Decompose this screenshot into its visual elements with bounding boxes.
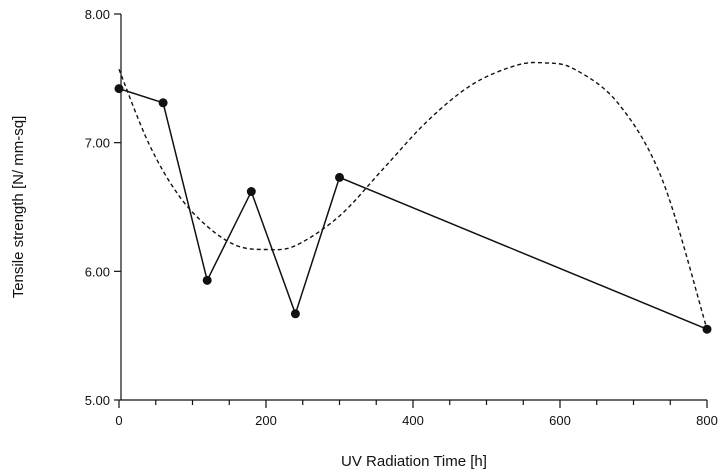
y-tick-label-0: 5.00 — [85, 393, 110, 408]
x-axis-title: UV Radiation Time [h] — [341, 453, 487, 470]
y-axis-title: Tensile strength [N/ mm-sq] — [10, 116, 27, 299]
y-tick-label-1: 6.00 — [85, 264, 110, 279]
data-point-3 — [246, 187, 256, 197]
data-line — [118, 87, 708, 330]
data-point-1 — [158, 98, 168, 108]
ticks: 0 200 400 600 800 5.00 6.00 7.00 8.00 — [85, 7, 718, 428]
data-point-4 — [290, 309, 300, 319]
axes — [120, 14, 707, 401]
data-point-6 — [702, 324, 712, 334]
fit-curve — [118, 61, 708, 330]
x-tick-label-2: 400 — [402, 413, 424, 428]
y-tick-label-3: 8.00 — [85, 7, 110, 22]
data-point-0 — [114, 84, 124, 94]
data-point-5 — [335, 172, 344, 182]
x-tick-label-3: 600 — [549, 413, 571, 428]
x-tick-label-1: 200 — [255, 413, 277, 428]
x-tick-label-4: 800 — [696, 413, 718, 428]
series — [114, 61, 712, 334]
x-tick-label-0: 0 — [115, 413, 122, 428]
y-tick-label-2: 7.00 — [85, 136, 110, 151]
data-point-2 — [202, 275, 212, 285]
